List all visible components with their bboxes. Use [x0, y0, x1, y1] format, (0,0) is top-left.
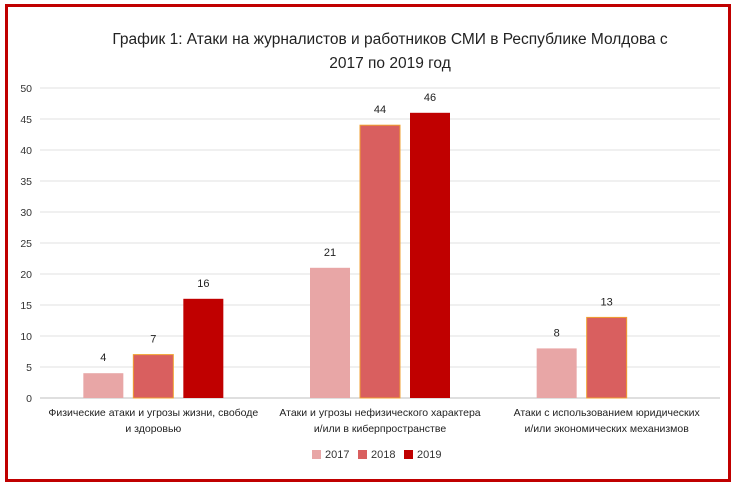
data-label: 16 — [197, 278, 209, 290]
legend-label: 2017 — [325, 449, 349, 461]
bar — [83, 373, 124, 398]
y-tick-label: 10 — [20, 331, 32, 343]
chart-title: График 1: Атаки на журналистов и работни… — [70, 28, 710, 76]
legend-swatch — [312, 450, 321, 459]
chart-title-line2: 2017 по 2019 год — [329, 55, 451, 72]
bar — [359, 124, 401, 399]
legend-label: 2019 — [417, 449, 441, 461]
bar — [183, 298, 224, 398]
y-tick-label: 25 — [20, 238, 32, 250]
data-label: 46 — [424, 92, 436, 104]
y-tick-label: 45 — [20, 114, 32, 126]
y-tick-label: 40 — [20, 145, 32, 157]
legend-swatch — [404, 450, 413, 459]
legend-label: 2018 — [371, 449, 395, 461]
y-tick-label: 30 — [20, 207, 32, 219]
y-tick-label: 5 — [26, 362, 32, 374]
x-category-label: и здоровью — [125, 423, 181, 435]
x-category-label: Атаки и угрозы нефизического характера — [279, 407, 480, 419]
data-label: 4 — [100, 352, 106, 364]
y-tick-label: 35 — [20, 176, 32, 188]
data-label: 7 — [150, 334, 156, 346]
data-label: 13 — [601, 296, 613, 308]
bar — [132, 354, 174, 399]
x-category-label: и/или экономических механизмов — [525, 423, 690, 435]
bar — [536, 348, 577, 398]
y-tick-label: 15 — [20, 300, 32, 312]
y-tick-label: 50 — [20, 83, 32, 95]
y-tick-label: 20 — [20, 269, 32, 281]
legend-swatch — [358, 450, 367, 459]
bar — [410, 112, 450, 399]
x-category-label: Физические атаки и угрозы жизни, свободе — [48, 407, 258, 419]
data-label: 8 — [554, 327, 560, 339]
y-tick-label: 0 — [26, 393, 32, 405]
x-category-label: и/или в киберпространстве — [314, 423, 447, 435]
data-label: 21 — [324, 247, 336, 259]
data-label: 44 — [374, 104, 386, 116]
chart-title-line1: График 1: Атаки на журналистов и работни… — [112, 31, 668, 48]
bar — [310, 267, 350, 398]
x-category-label: Атаки с использованием юридических — [514, 407, 701, 419]
bar — [586, 316, 628, 399]
